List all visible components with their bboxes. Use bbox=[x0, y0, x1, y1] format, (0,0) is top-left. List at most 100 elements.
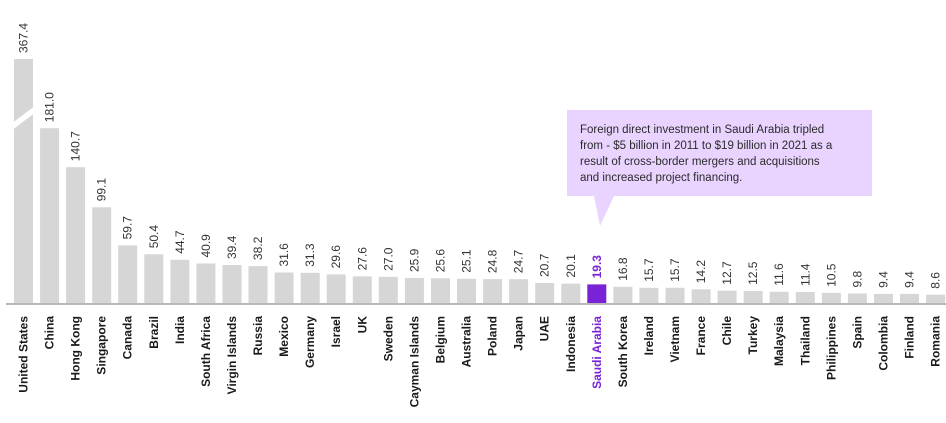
value-label-romania: 8.6 bbox=[929, 272, 943, 289]
category-label-australia: Australia bbox=[460, 316, 474, 368]
bar-mexico bbox=[274, 272, 294, 303]
category-label-germany: Germany bbox=[303, 316, 317, 368]
value-label-south-korea: 16.8 bbox=[616, 257, 630, 281]
callout-box bbox=[567, 110, 872, 196]
value-label-ireland: 15.7 bbox=[642, 258, 656, 282]
bar-australia bbox=[457, 278, 476, 303]
bar-brazil bbox=[144, 254, 164, 303]
category-label-sweden: Sweden bbox=[381, 316, 395, 361]
value-label-turkey: 12.5 bbox=[746, 261, 760, 285]
category-label-cayman-islands: Cayman Islands bbox=[407, 316, 421, 408]
bar-cayman-islands bbox=[404, 278, 424, 303]
value-label-vietnam: 15.7 bbox=[668, 258, 682, 282]
category-label-india: India bbox=[173, 316, 187, 344]
category-label-russia: Russia bbox=[251, 316, 265, 356]
value-label-finland: 9.4 bbox=[903, 271, 917, 288]
callout-line-4: and increased project financing. bbox=[580, 172, 742, 184]
category-label-virgin-islands: Virgin Islands bbox=[225, 316, 239, 395]
value-label-india: 44.7 bbox=[173, 230, 187, 254]
bar-colombia bbox=[874, 293, 893, 303]
bar-indonesia bbox=[561, 283, 581, 303]
bar-turkey bbox=[743, 290, 763, 303]
saudi-arabia-callout: Foreign direct investment in Saudi Arabi… bbox=[567, 110, 872, 226]
category-label-philippines: Philippines bbox=[824, 316, 838, 380]
value-label-belgium: 25.6 bbox=[434, 249, 448, 273]
value-label-saudi-arabia: 19.3 bbox=[590, 255, 604, 279]
bar-ireland bbox=[639, 287, 659, 303]
bar-romania bbox=[926, 294, 946, 303]
bar-uk bbox=[352, 276, 372, 303]
bar-finland bbox=[900, 293, 919, 303]
category-label-uk: UK bbox=[355, 316, 369, 334]
value-label-spain: 9.8 bbox=[850, 270, 864, 287]
value-label-hong-kong: 140.7 bbox=[69, 131, 83, 161]
category-label-turkey: Turkey bbox=[746, 316, 760, 355]
category-label-chile: Chile bbox=[720, 316, 734, 346]
category-label-canada: Canada bbox=[121, 316, 135, 360]
bar-india bbox=[170, 259, 190, 303]
category-label-indonesia: Indonesia bbox=[564, 316, 578, 372]
value-label-colombia: 9.4 bbox=[877, 271, 891, 288]
value-label-sweden: 27.0 bbox=[381, 247, 395, 271]
bar-sweden bbox=[378, 276, 398, 303]
category-label-belgium: Belgium bbox=[434, 316, 448, 363]
value-label-canada: 59.7 bbox=[121, 216, 135, 240]
category-label-vietnam: Vietnam bbox=[668, 316, 682, 362]
callout-line-2: from - $5 billion in 2011 to $19 billion… bbox=[580, 140, 833, 152]
callout-line-1: Foreign direct investment in Saudi Arabi… bbox=[580, 124, 824, 136]
category-label-mexico: Mexico bbox=[277, 316, 291, 357]
category-label-china: China bbox=[43, 316, 57, 350]
category-label-finland: Finland bbox=[903, 316, 917, 359]
value-label-chile: 12.7 bbox=[720, 261, 734, 285]
bar-france bbox=[691, 289, 711, 303]
bar-hong-kong bbox=[66, 167, 86, 303]
bar-germany bbox=[300, 272, 320, 303]
category-label-japan: Japan bbox=[512, 316, 526, 351]
bar-thailand bbox=[795, 292, 815, 303]
value-label-australia: 25.1 bbox=[460, 249, 474, 273]
bar-canada bbox=[118, 245, 138, 303]
bar-spain bbox=[847, 293, 867, 303]
axis-break-mark bbox=[11, 105, 36, 131]
bar-united-states bbox=[14, 59, 33, 303]
value-label-china: 181.0 bbox=[43, 92, 57, 122]
value-label-thailand: 11.4 bbox=[798, 263, 812, 286]
category-label-thailand: Thailand bbox=[798, 316, 812, 365]
category-label-united-states: United States bbox=[17, 316, 31, 393]
value-label-uae: 20.7 bbox=[538, 253, 552, 277]
value-label-israel: 29.6 bbox=[329, 245, 343, 269]
bar-uae bbox=[535, 283, 555, 303]
category-label-south-korea: South Korea bbox=[616, 316, 630, 388]
value-label-poland: 24.8 bbox=[486, 249, 500, 273]
bar-philippines bbox=[821, 292, 841, 303]
bar-belgium bbox=[431, 278, 450, 303]
bar-chile bbox=[717, 290, 737, 303]
bar-poland bbox=[483, 279, 503, 303]
bar-malaysia bbox=[769, 291, 789, 303]
callout-line-3: result of cross-border mergers and acqui… bbox=[580, 156, 820, 168]
bar-south-korea bbox=[613, 286, 633, 303]
bar-china bbox=[40, 128, 60, 303]
value-label-virgin-islands: 39.4 bbox=[225, 235, 239, 259]
category-label-france: France bbox=[694, 316, 708, 356]
category-label-poland: Poland bbox=[486, 316, 500, 356]
category-label-malaysia: Malaysia bbox=[772, 316, 786, 366]
category-label-south-africa: South Africa bbox=[199, 316, 213, 387]
bar-japan bbox=[509, 279, 529, 303]
value-label-japan: 24.7 bbox=[512, 250, 526, 274]
value-label-germany: 31.3 bbox=[303, 243, 317, 267]
category-label-ireland: Ireland bbox=[642, 316, 656, 355]
bar-vietnam bbox=[665, 287, 685, 303]
value-label-singapore: 99.1 bbox=[95, 178, 109, 202]
category-label-saudi-arabia: Saudi Arabia bbox=[590, 316, 604, 389]
bar-virgin-islands bbox=[222, 265, 242, 303]
category-label-romania: Romania bbox=[929, 316, 943, 367]
value-label-uk: 27.6 bbox=[355, 247, 369, 271]
value-label-south-africa: 40.9 bbox=[199, 234, 213, 258]
value-label-indonesia: 20.1 bbox=[564, 254, 578, 278]
bar-israel bbox=[326, 274, 346, 303]
category-label-uae: UAE bbox=[538, 316, 552, 341]
category-label-singapore: Singapore bbox=[95, 316, 109, 375]
bar-south-africa bbox=[196, 263, 216, 303]
